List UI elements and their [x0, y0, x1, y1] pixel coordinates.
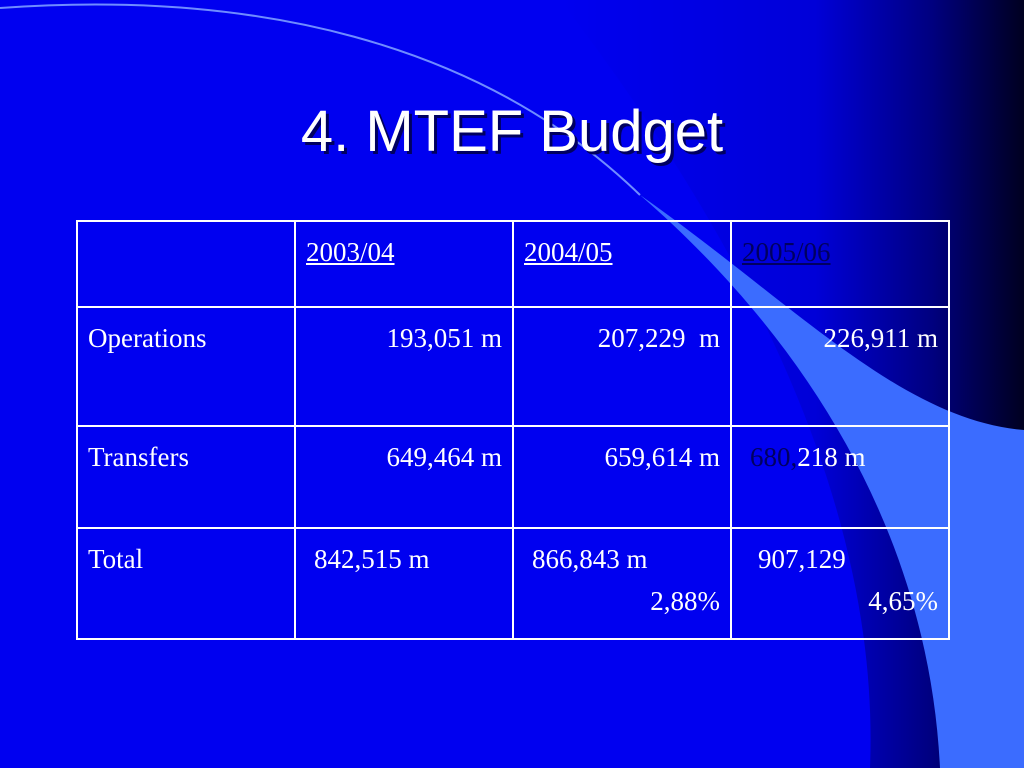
cell-total-2003: 842,515 m: [294, 527, 514, 640]
table-row-operations: Operations 193,051 m 207,229 m 226,911 m: [76, 306, 950, 427]
header-year-2004-label: 2004/05: [524, 237, 613, 267]
header-year-2004: 2004/05: [512, 220, 732, 308]
cell-operations-2003: 193,051 m: [294, 306, 514, 427]
growth-2005: 4,65%: [868, 585, 938, 616]
cell-transfers-2005-rest: 218 m: [797, 442, 866, 472]
header-empty-cell: [76, 220, 296, 308]
header-year-2005: 2005/06: [730, 220, 950, 308]
table-row-total: Total 842,515 m 866,843 m 2,88% 907,129 …: [76, 527, 950, 640]
row-label-total: Total: [76, 527, 296, 640]
header-year-2003: 2003/04: [294, 220, 514, 308]
cell-transfers-2003: 649,464 m: [294, 425, 514, 529]
cell-total-2003-value: 842,515 m: [314, 544, 430, 574]
cell-total-2004-value: 866,843 m: [532, 544, 648, 574]
row-label-operations: Operations: [76, 306, 296, 427]
header-year-2005-label: 2005/06: [742, 237, 831, 267]
header-year-2003-label: 2003/04: [306, 237, 395, 267]
budget-table: 2003/04 2004/05 2005/06 Operations 193,0…: [76, 220, 950, 640]
cell-transfers-2005-dim: 680,: [750, 442, 798, 472]
table-header-row: 2003/04 2004/05 2005/06: [76, 220, 950, 308]
cell-operations-2005: 226,911 m: [730, 306, 950, 427]
slide-title: 4. MTEF Budget: [300, 99, 724, 164]
row-label-transfers: Transfers: [76, 425, 296, 529]
cell-transfers-2004: 659,614 m: [512, 425, 732, 529]
cell-total-2005-value: 907,129: [758, 544, 846, 574]
cell-operations-2004: 207,229 m: [512, 306, 732, 427]
cell-total-2005: 907,129 4,65%: [730, 527, 950, 640]
table-row-transfers: Transfers 649,464 m 659,614 m 680,218 m: [76, 425, 950, 529]
cell-transfers-2005: 680,218 m: [730, 425, 950, 529]
growth-2004: 2,88%: [650, 585, 720, 616]
cell-total-2004: 866,843 m 2,88%: [512, 527, 732, 640]
